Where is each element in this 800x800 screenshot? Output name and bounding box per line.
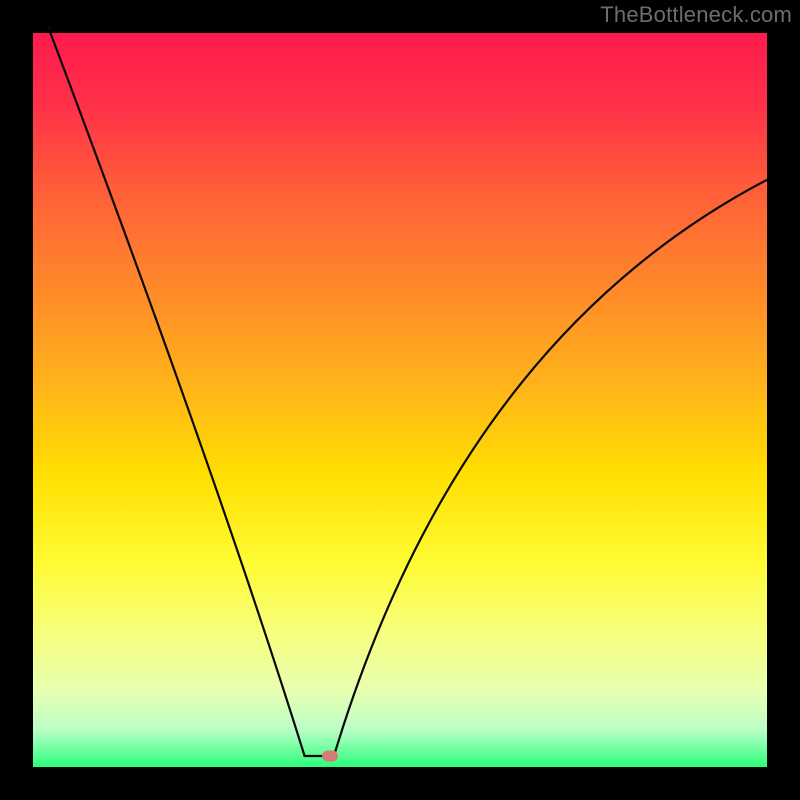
- optimal-point-marker: [322, 750, 338, 761]
- plot-gradient-background: [33, 33, 767, 767]
- watermark-text: TheBottleneck.com: [600, 2, 792, 28]
- chart-canvas: TheBottleneck.com: [0, 0, 800, 800]
